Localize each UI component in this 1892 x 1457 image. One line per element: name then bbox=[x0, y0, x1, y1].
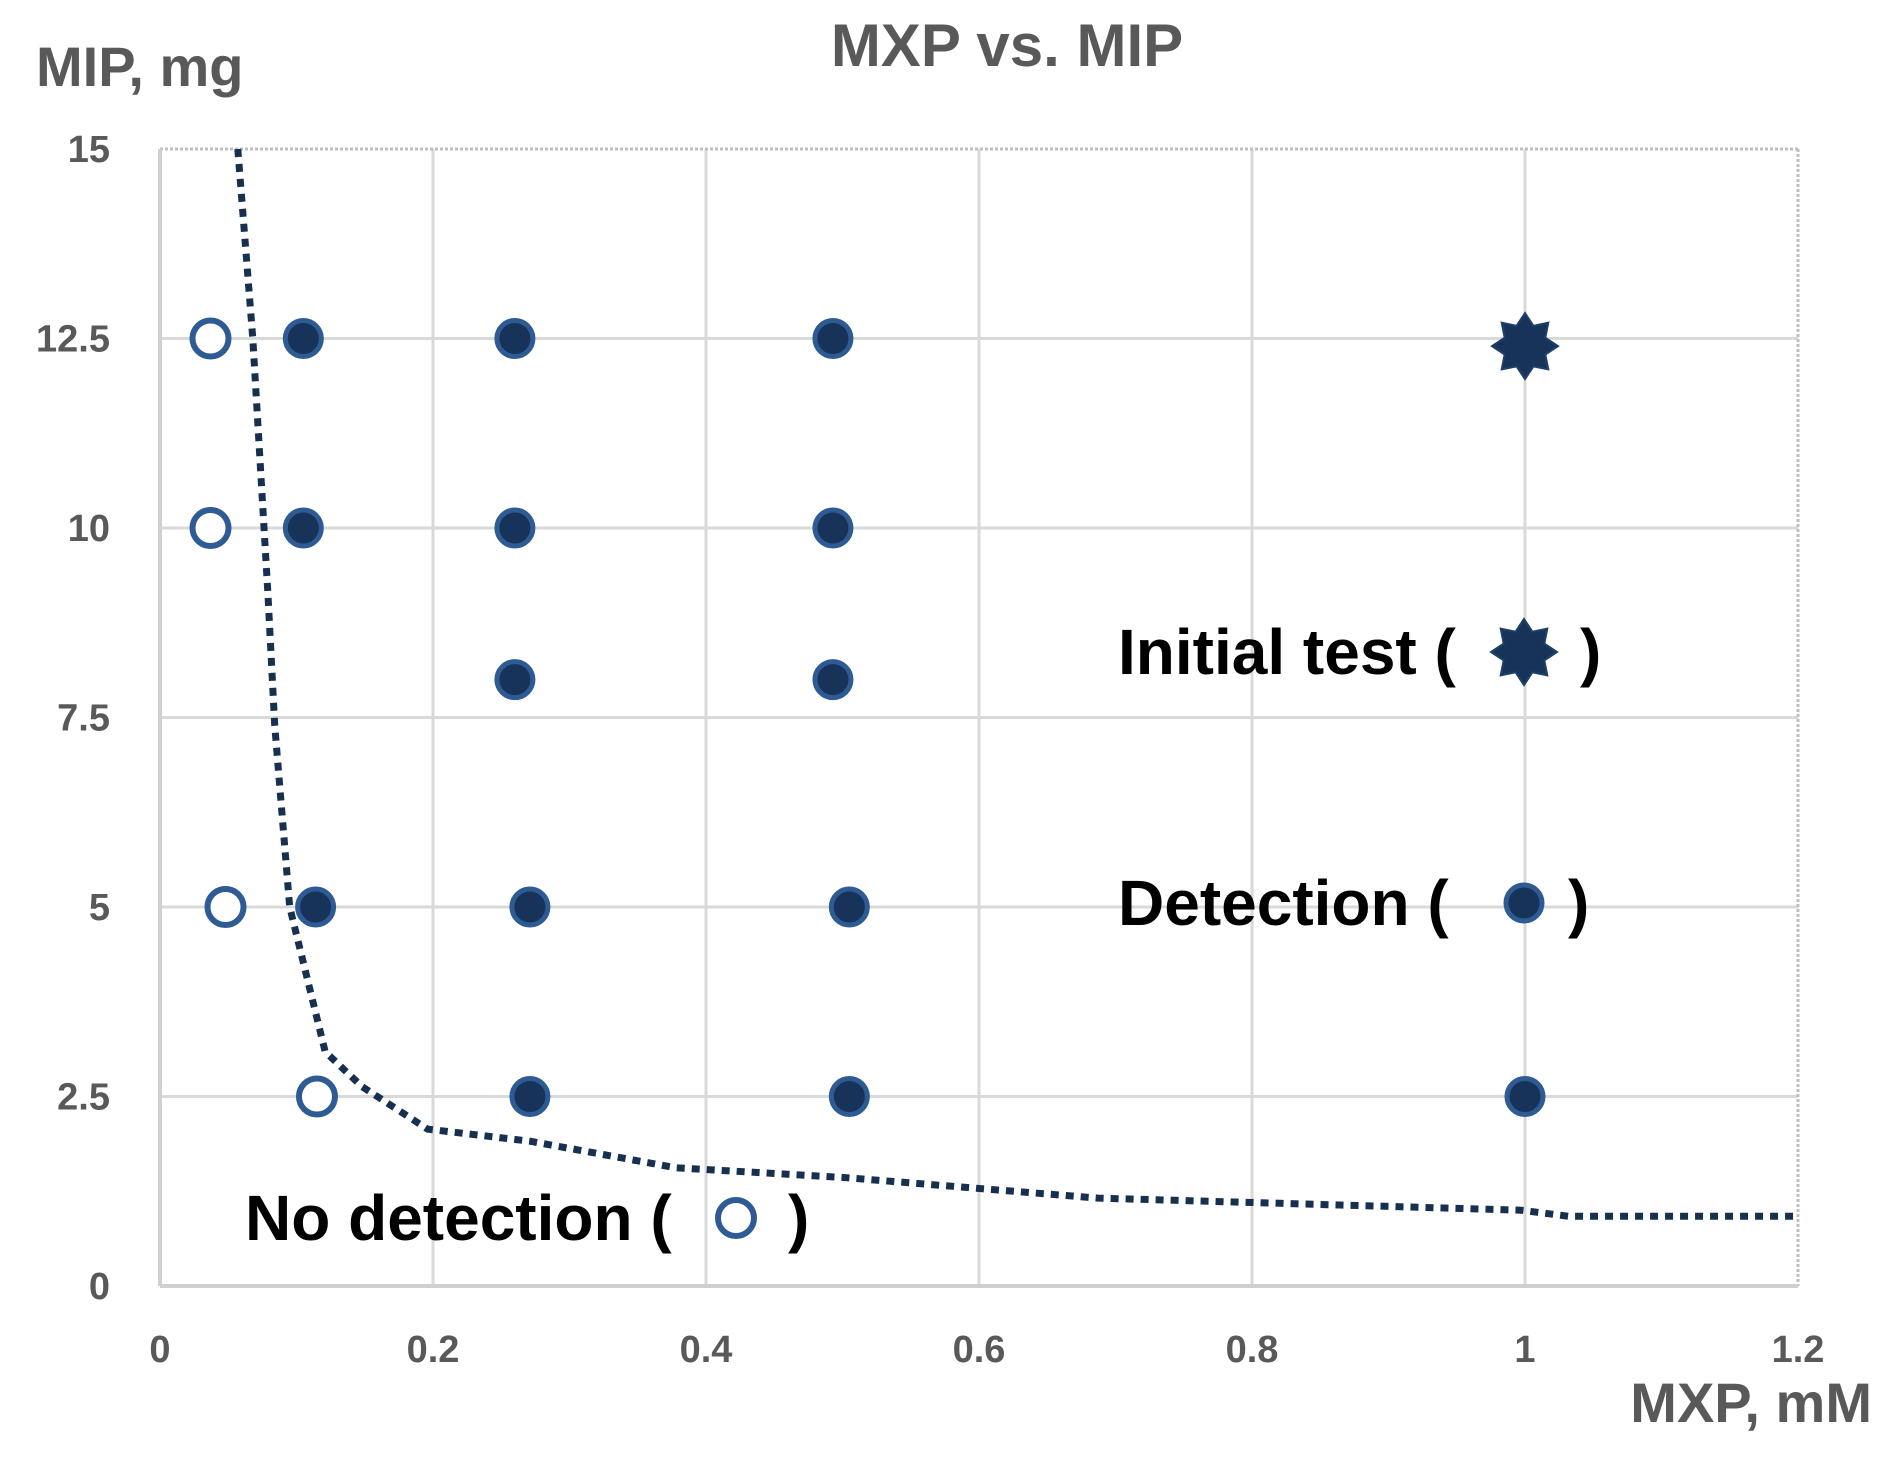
x-tick-label: 0.8 bbox=[1226, 1329, 1279, 1371]
x-tick-label: 0 bbox=[149, 1329, 170, 1371]
detection-point bbox=[812, 318, 854, 359]
y-tick-label: 12.5 bbox=[36, 319, 110, 361]
detection-point bbox=[282, 507, 324, 549]
detection-point bbox=[494, 659, 536, 701]
y-tick-label: 15 bbox=[68, 129, 110, 171]
x-tick-label: 0.2 bbox=[407, 1329, 460, 1371]
y-tick-label: 7.5 bbox=[57, 698, 110, 740]
x-tick-label: 0.6 bbox=[953, 1329, 1006, 1371]
y-tick-label: 10 bbox=[68, 508, 110, 550]
x-axis-label: MXP, mM bbox=[1630, 1371, 1872, 1434]
detection-point bbox=[812, 659, 854, 701]
detection-point bbox=[494, 318, 536, 359]
legend-detection-label: Detection ( bbox=[1118, 867, 1449, 939]
y-tick-label: 0 bbox=[89, 1266, 110, 1308]
legend-no-detection-close: ) bbox=[788, 1182, 809, 1254]
y-axis-label: MIP, mg bbox=[36, 35, 243, 98]
axes: 0 0.2 0.4 0.6 0.8 1 1.2 0 2.5 5 7.5 10 12.5 15 bbox=[36, 129, 1824, 1371]
detection-point bbox=[494, 507, 536, 549]
legend-detection-marker bbox=[1503, 882, 1545, 924]
y-tick-label: 5 bbox=[89, 887, 110, 929]
detection-point bbox=[828, 886, 870, 928]
data-points bbox=[189, 311, 1560, 1118]
detection-point bbox=[509, 886, 551, 928]
detection-point bbox=[1504, 1076, 1546, 1117]
legend-initial-test-label: Initial test ( bbox=[1118, 616, 1457, 688]
x-tick-label: 1.2 bbox=[1772, 1329, 1825, 1371]
legend-detection-close: ) bbox=[1568, 867, 1589, 939]
detection-point bbox=[812, 507, 854, 549]
x-tick-label: 1 bbox=[1514, 1329, 1535, 1371]
legend: Initial test () Detection () No detection … bbox=[245, 616, 1601, 1254]
no-detection-point bbox=[204, 886, 247, 928]
x-tick-label: 0.4 bbox=[680, 1329, 733, 1371]
threshold-curve bbox=[234, 148, 1798, 1220]
no-detection-point bbox=[189, 317, 232, 360]
legend-no-detection-marker bbox=[715, 1197, 757, 1239]
detection-point bbox=[295, 886, 337, 928]
no-detection-point bbox=[295, 1075, 338, 1118]
legend-initial-test-marker bbox=[1489, 617, 1559, 687]
chart-title: MXP vs. MIP bbox=[831, 12, 1183, 79]
detection-point bbox=[282, 318, 324, 359]
detection-point bbox=[509, 1076, 551, 1117]
initial-test-point bbox=[1490, 311, 1560, 381]
y-tick-label: 2.5 bbox=[57, 1077, 110, 1119]
legend-no-detection-label: No detection ( bbox=[245, 1182, 672, 1254]
threshold-curve-line bbox=[234, 148, 1798, 1220]
no-detection-point bbox=[189, 507, 232, 549]
detection-point bbox=[828, 1076, 870, 1117]
legend-initial-test-close: ) bbox=[1580, 616, 1601, 688]
